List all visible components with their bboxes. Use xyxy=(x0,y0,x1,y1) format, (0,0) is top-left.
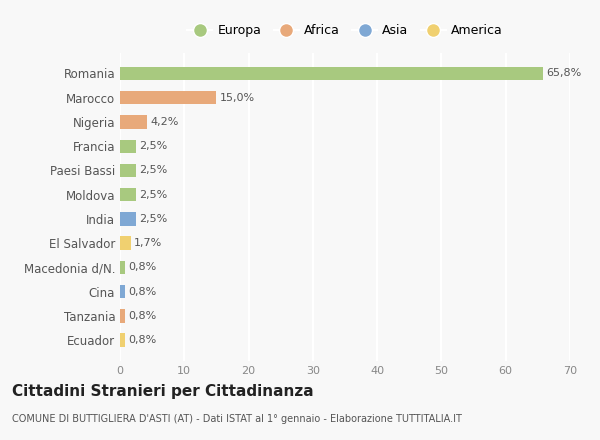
Bar xyxy=(120,334,125,347)
Text: 0,8%: 0,8% xyxy=(128,311,157,321)
Text: 0,8%: 0,8% xyxy=(128,286,157,297)
Bar xyxy=(120,212,136,226)
Text: 2,5%: 2,5% xyxy=(139,165,167,176)
Text: 15,0%: 15,0% xyxy=(220,93,255,103)
Text: 0,8%: 0,8% xyxy=(128,262,157,272)
Text: 2,5%: 2,5% xyxy=(139,141,167,151)
Legend: Europa, Africa, Asia, America: Europa, Africa, Asia, America xyxy=(182,19,508,42)
Text: 4,2%: 4,2% xyxy=(150,117,179,127)
Bar xyxy=(120,139,136,153)
Text: COMUNE DI BUTTIGLIERA D'ASTI (AT) - Dati ISTAT al 1° gennaio - Elaborazione TUTT: COMUNE DI BUTTIGLIERA D'ASTI (AT) - Dati… xyxy=(12,414,462,425)
Bar xyxy=(120,91,217,104)
Text: 1,7%: 1,7% xyxy=(134,238,163,248)
Bar xyxy=(120,261,125,274)
Bar xyxy=(120,115,147,128)
Bar xyxy=(120,236,131,250)
Bar xyxy=(120,285,125,298)
Bar xyxy=(120,188,136,202)
Bar xyxy=(120,309,125,323)
Text: 65,8%: 65,8% xyxy=(546,69,581,78)
Bar xyxy=(120,164,136,177)
Text: Cittadini Stranieri per Cittadinanza: Cittadini Stranieri per Cittadinanza xyxy=(12,384,314,399)
Bar xyxy=(120,67,543,80)
Text: 2,5%: 2,5% xyxy=(139,190,167,200)
Text: 2,5%: 2,5% xyxy=(139,214,167,224)
Text: 0,8%: 0,8% xyxy=(128,335,157,345)
